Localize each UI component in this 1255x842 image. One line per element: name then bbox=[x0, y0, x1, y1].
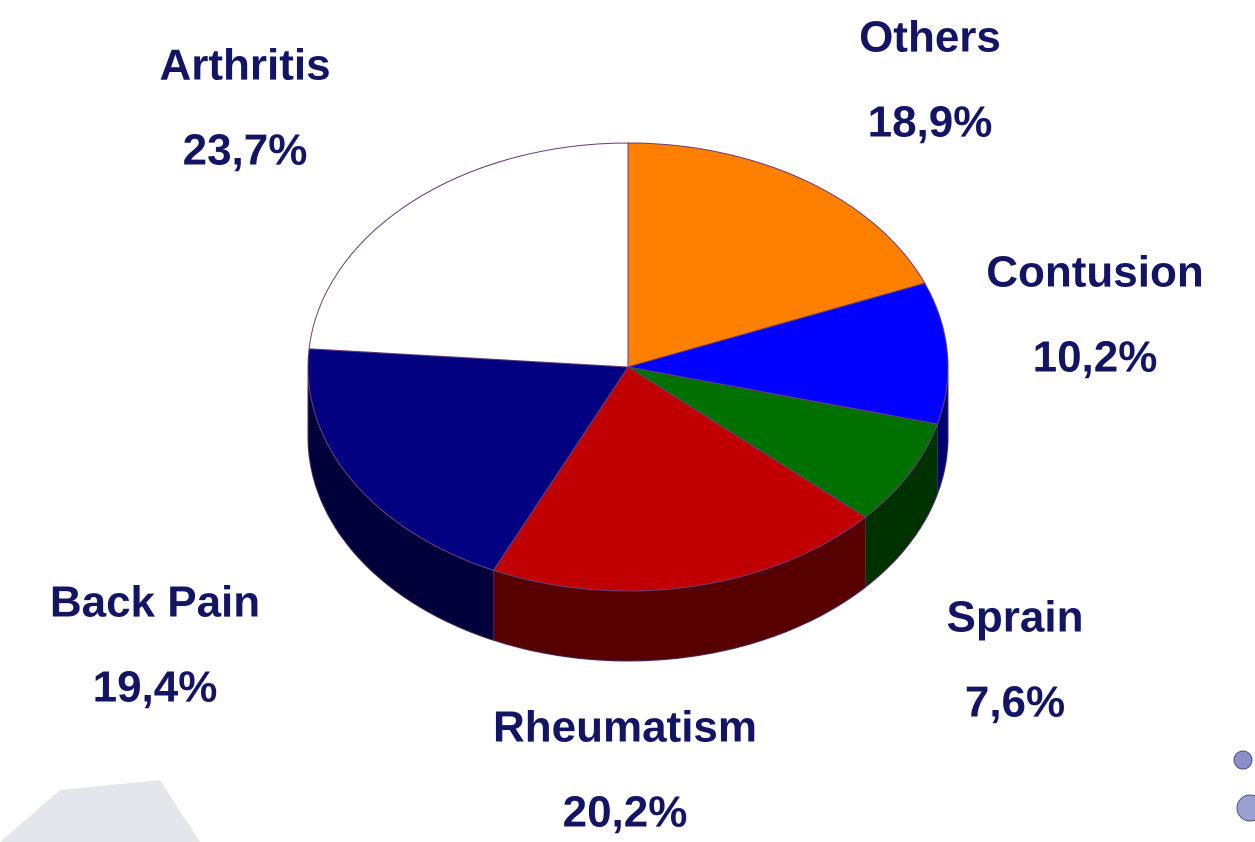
slice bbox=[308, 142, 629, 368]
slice-label: Others bbox=[859, 13, 1001, 62]
slice-label: Arthritis bbox=[159, 41, 330, 90]
value-label: 23,7% bbox=[183, 126, 308, 175]
decoration bbox=[0, 750, 1255, 842]
slice bbox=[627, 142, 926, 368]
slice-label: Sprain bbox=[947, 593, 1084, 642]
slice-label: Contusion bbox=[986, 248, 1204, 297]
value-label: 7,6% bbox=[965, 678, 1065, 727]
slice-label: Back Pain bbox=[50, 578, 260, 627]
slice bbox=[307, 348, 629, 571]
slice bbox=[492, 366, 867, 592]
slice-label: Rheumatism bbox=[493, 703, 757, 752]
decor-shape bbox=[0, 780, 200, 842]
value-label: 18,9% bbox=[868, 98, 993, 147]
slice bbox=[627, 282, 949, 425]
decor-dot bbox=[1233, 750, 1253, 770]
decor-dot bbox=[1236, 794, 1255, 822]
value-label: 10,2% bbox=[1033, 333, 1158, 382]
value-label: 19,4% bbox=[93, 663, 218, 712]
value-label: 20,2% bbox=[563, 788, 688, 837]
slice bbox=[627, 366, 939, 518]
